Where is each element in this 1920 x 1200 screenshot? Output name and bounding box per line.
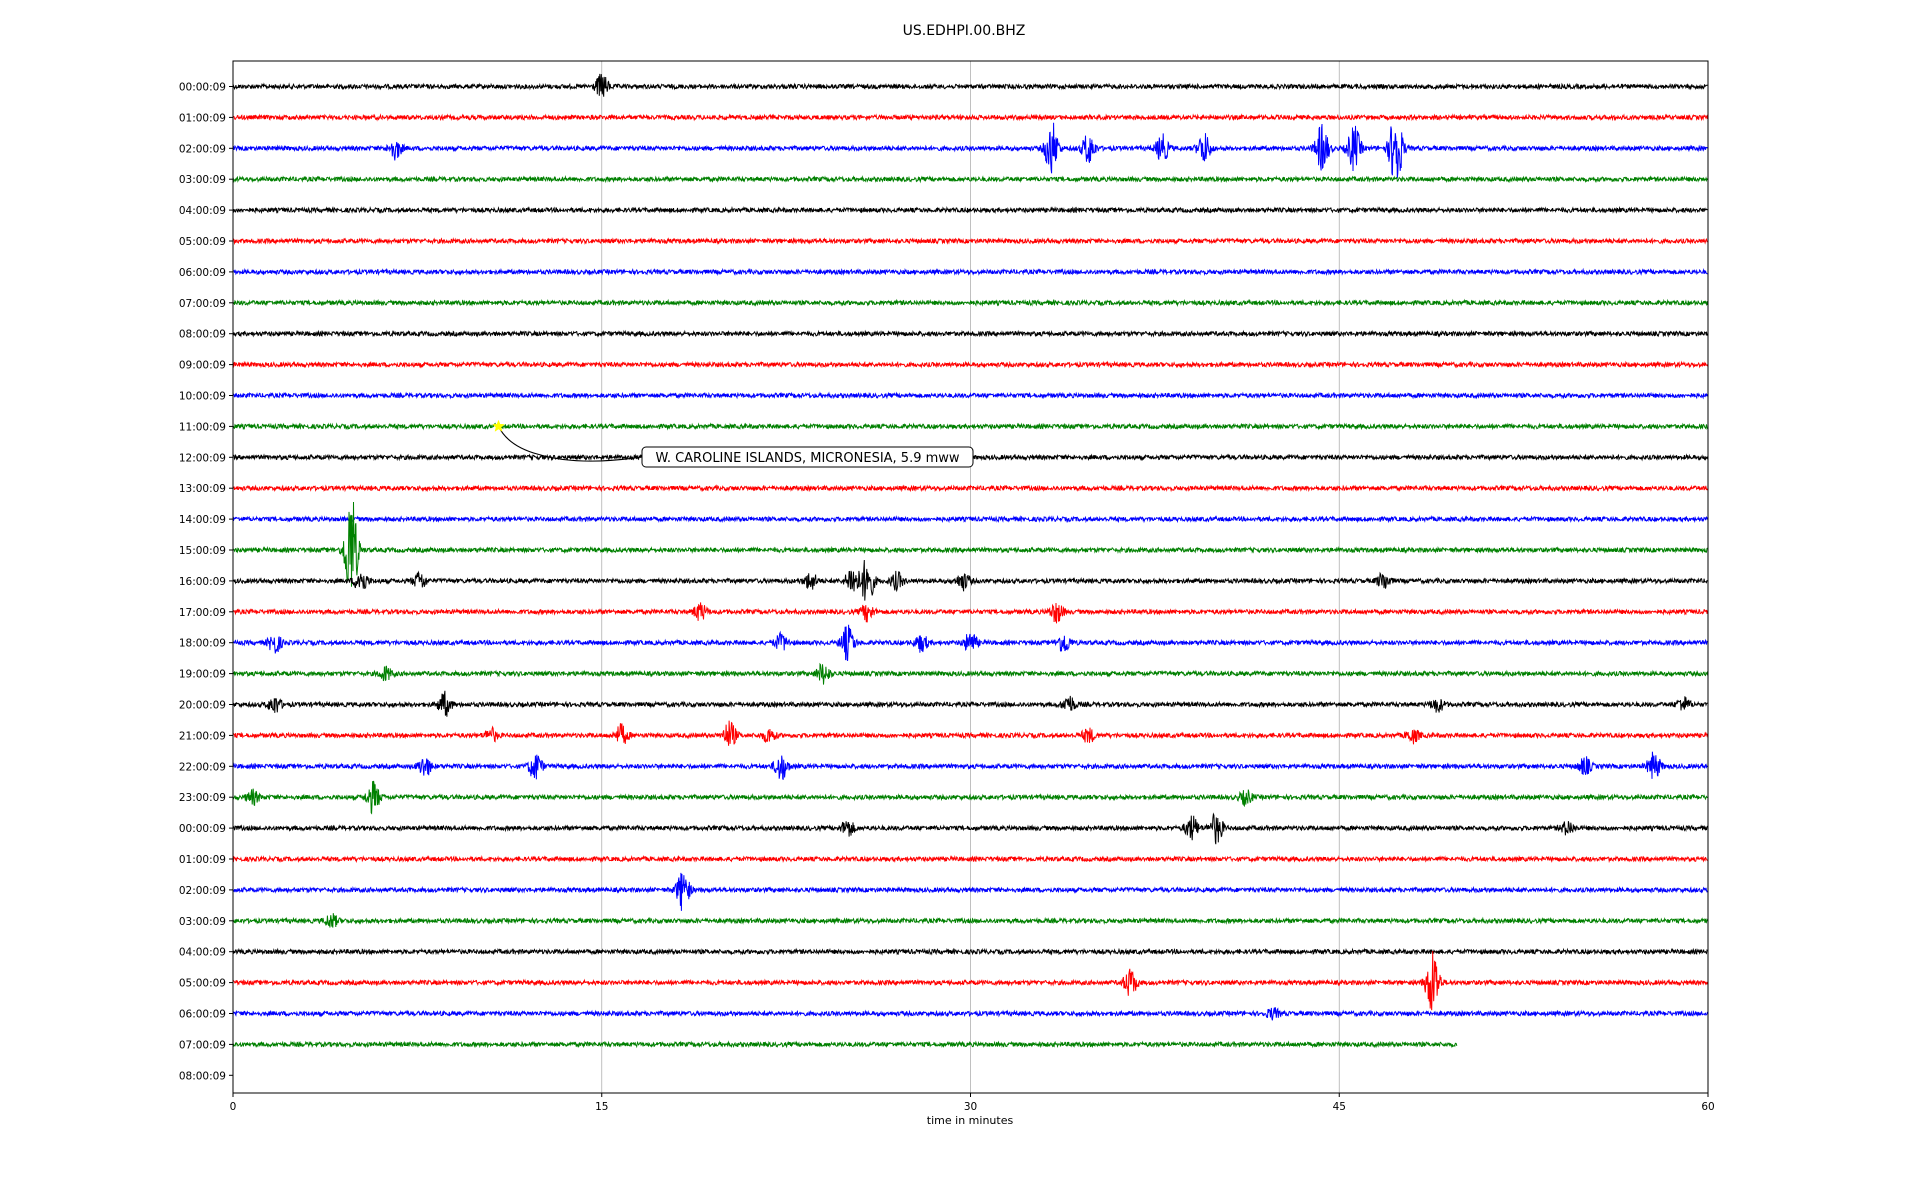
row-label: 05:00:09	[179, 236, 226, 248]
event-annotation: W. CAROLINE ISLANDS, MICRONESIA, 5.9 mww	[492, 419, 974, 468]
row-label: 03:00:09	[179, 916, 226, 928]
row-label: 12:00:09	[179, 452, 226, 464]
row-label: 05:00:09	[179, 978, 226, 990]
row-label: 00:00:09	[179, 823, 226, 835]
row-label: 02:00:09	[179, 143, 226, 155]
trace-line	[232, 1040, 1458, 1049]
trace-line	[232, 950, 1708, 1011]
trace-line	[232, 360, 1708, 369]
trace-line	[232, 947, 1708, 956]
trace-line	[232, 720, 1708, 746]
trace-line	[232, 122, 1708, 179]
trace-line	[232, 624, 1708, 661]
row-label: 01:00:09	[179, 854, 226, 866]
trace-line	[232, 113, 1708, 122]
trace-line	[232, 872, 1708, 911]
row-label: 06:00:09	[179, 267, 226, 279]
row-label: 20:00:09	[179, 700, 226, 712]
row-label: 01:00:09	[179, 112, 226, 124]
x-tick-label: 45	[1333, 1101, 1346, 1113]
row-label: 08:00:09	[179, 329, 226, 341]
trace-line	[232, 175, 1708, 184]
trace-line	[232, 73, 1708, 97]
row-label: 23:00:09	[179, 792, 226, 804]
row-label: 10:00:09	[179, 391, 226, 403]
trace-line	[232, 298, 1708, 307]
trace-line	[232, 751, 1708, 780]
trace-line	[232, 329, 1708, 338]
trace-line	[233, 205, 1708, 215]
annotation-text: W. CAROLINE ISLANDS, MICRONESIA, 5.9 mww	[655, 451, 959, 466]
trace-line	[232, 422, 1708, 431]
row-label: 00:00:09	[179, 82, 226, 94]
row-label: 16:00:09	[179, 576, 226, 588]
x-axis-ticks: 0 15 30 45 60	[230, 1093, 1715, 1113]
row-label: 18:00:09	[179, 638, 226, 650]
row-label: 07:00:09	[179, 298, 226, 310]
trace-line	[232, 501, 1708, 587]
trace-line	[233, 267, 1708, 277]
row-label: 19:00:09	[179, 669, 226, 681]
plot-frame	[232, 60, 1709, 1094]
trace-line	[232, 391, 1708, 400]
trace-line	[232, 690, 1708, 717]
trace-line	[232, 780, 1708, 815]
row-label: 15:00:09	[179, 545, 226, 557]
row-label: 13:00:09	[179, 483, 226, 495]
row-label: 17:00:09	[179, 607, 226, 619]
row-time-labels: 00:00:09 01:00:09 02:00:09 03:00:09 04:00:09…	[179, 82, 233, 1082]
row-label: 21:00:09	[179, 730, 226, 742]
row-label: 03:00:09	[179, 174, 226, 186]
trace-line	[232, 812, 1708, 845]
trace-line	[232, 1007, 1708, 1021]
seismic-traces	[232, 73, 1708, 1049]
x-tick-label: 30	[964, 1101, 977, 1113]
trace-line	[232, 514, 1708, 524]
row-label: 08:00:09	[179, 1070, 226, 1082]
event-star-marker	[492, 419, 505, 432]
row-label: 11:00:09	[179, 421, 226, 433]
row-label: 22:00:09	[179, 761, 226, 773]
trace-line	[232, 559, 1708, 601]
row-label: 07:00:09	[179, 1039, 226, 1051]
x-tick-label: 15	[595, 1101, 608, 1113]
chart-title: US.EDHPI.00.BHZ	[903, 23, 1026, 39]
x-axis-label: time in minutes	[927, 1114, 1014, 1127]
x-tick-label: 0	[230, 1101, 237, 1113]
row-label: 09:00:09	[179, 360, 226, 372]
row-label: 04:00:09	[179, 205, 226, 217]
x-tick-label: 60	[1701, 1101, 1714, 1113]
trace-line	[232, 236, 1708, 246]
row-label: 14:00:09	[179, 514, 226, 526]
annotation-box	[641, 446, 974, 468]
trace-line	[232, 484, 1708, 493]
trace-line	[232, 602, 1708, 624]
row-label: 02:00:09	[179, 885, 226, 897]
trace-line	[232, 662, 1708, 685]
trace-line	[232, 913, 1708, 928]
row-label: 04:00:09	[179, 947, 226, 959]
trace-line	[232, 854, 1708, 864]
annotation-connector	[498, 426, 643, 462]
row-label: 06:00:09	[179, 1009, 226, 1021]
